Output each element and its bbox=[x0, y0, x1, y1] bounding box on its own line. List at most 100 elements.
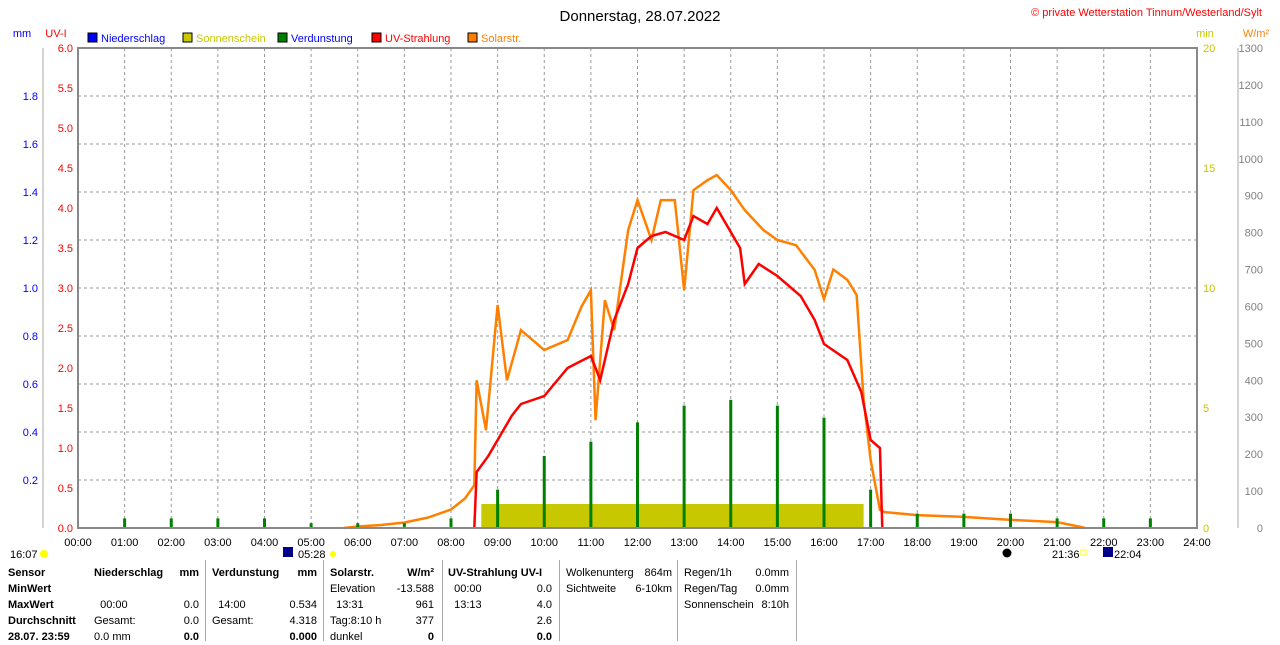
evaporation-bar bbox=[216, 518, 220, 528]
avg-label: Durchschnitt bbox=[8, 615, 76, 627]
v: 8:10h bbox=[761, 599, 789, 611]
legend: Niederschlag Sonnenschein Verdunstung UV-St… bbox=[87, 32, 521, 45]
solar-line bbox=[343, 173, 1086, 530]
evaporation-bar bbox=[962, 513, 966, 528]
uv-tick: 4.0 bbox=[58, 203, 73, 215]
legend-swatch bbox=[87, 32, 98, 43]
uv-tick: 1.0 bbox=[58, 443, 73, 455]
evaporation-bar bbox=[542, 456, 546, 528]
t: Gesamt: bbox=[94, 615, 136, 627]
v: 0.0mm bbox=[755, 567, 789, 579]
x-tick-label: 00:00 bbox=[64, 537, 92, 549]
t: Gesamt: bbox=[212, 615, 254, 627]
legend-label: Sonnenschein bbox=[196, 33, 266, 45]
v: 0.0mm bbox=[755, 583, 789, 595]
sun-icon bbox=[330, 551, 336, 557]
x-tick-label: 22:00 bbox=[1090, 537, 1118, 549]
v: 0.0 bbox=[536, 583, 552, 595]
wm2-tick: 700 bbox=[1245, 265, 1263, 277]
sunrise-icon bbox=[283, 547, 293, 557]
x-tick-label: 18:00 bbox=[903, 537, 931, 549]
evap-col: Verdunstung mm 14:00 0.534 Gesamt: 4.318 0.… bbox=[212, 565, 317, 645]
legend-swatch bbox=[277, 32, 288, 43]
evaporation-bar bbox=[263, 518, 266, 528]
mm-tick: 0.8 bbox=[23, 331, 38, 343]
evaporation-bar bbox=[356, 523, 360, 528]
wm2-unit: W/m² bbox=[1243, 28, 1270, 40]
moonrise-icon bbox=[1103, 547, 1113, 557]
evaporation-bar bbox=[822, 417, 826, 528]
x-tick-label: 05:00 bbox=[297, 537, 325, 549]
u: mm bbox=[297, 567, 317, 579]
x-tick-label: 13:00 bbox=[670, 537, 698, 549]
evaporation-bar bbox=[309, 523, 313, 528]
sunshine-area bbox=[481, 504, 864, 528]
x-tick-label: 21:00 bbox=[1043, 537, 1071, 549]
v: 4.0 bbox=[536, 599, 552, 611]
min-tick: 5 bbox=[1203, 403, 1209, 415]
wm2-tick: 800 bbox=[1245, 228, 1263, 240]
t: 00:00 bbox=[454, 583, 482, 595]
legend-label: Solarstr. bbox=[481, 33, 521, 45]
min-label: MinWert bbox=[8, 583, 52, 595]
uv-tick: 6.0 bbox=[58, 43, 73, 55]
t: Regen/1h bbox=[684, 567, 732, 579]
h: Sensor bbox=[8, 567, 46, 579]
uv-unit: UV-I bbox=[45, 28, 66, 40]
uv-col: UV-Strahlung UV-I 00:00 0.0 13:13 4.0 2.6 … bbox=[448, 565, 552, 645]
h: Niederschlag bbox=[94, 567, 164, 579]
evaporation-bar bbox=[449, 518, 453, 528]
v: 2.6 bbox=[536, 615, 552, 627]
plot-frame bbox=[77, 47, 1198, 529]
wm2-tick: 900 bbox=[1245, 191, 1263, 203]
x-tick-label: 07:00 bbox=[391, 537, 419, 549]
new-moon-icon bbox=[1002, 548, 1012, 558]
wm2-tick: 0 bbox=[1257, 523, 1263, 535]
moonset-time: 16:07 bbox=[10, 549, 38, 560]
wm2-tick: 300 bbox=[1245, 412, 1263, 424]
legend-swatch bbox=[467, 32, 478, 43]
x-tick-label: 12:00 bbox=[624, 537, 652, 549]
wm2-tick: 400 bbox=[1245, 375, 1263, 387]
evaporation-bar bbox=[775, 405, 779, 528]
wm2-tick: 1000 bbox=[1239, 154, 1263, 166]
v: 0.0 bbox=[183, 615, 199, 627]
t: 00:00 bbox=[100, 599, 128, 611]
v: 4.318 bbox=[289, 615, 317, 627]
x-tick-label: 16:00 bbox=[810, 537, 838, 549]
x-tick-label: 02:00 bbox=[157, 537, 185, 549]
mm-tick: 1.2 bbox=[23, 235, 38, 247]
t: Regen/Tag bbox=[684, 583, 738, 595]
u: mm bbox=[179, 567, 199, 579]
h: Solarstr. bbox=[330, 567, 375, 579]
evaporation-bar bbox=[682, 405, 686, 528]
h: UV-Strahlung UV-I bbox=[448, 567, 543, 579]
sunset-time: 21:36 bbox=[1052, 549, 1080, 560]
x-tick-label: 23:00 bbox=[1137, 537, 1165, 549]
wm2-tick: 1300 bbox=[1239, 43, 1263, 55]
min-tick: 0 bbox=[1203, 523, 1209, 535]
min-tick: 20 bbox=[1203, 43, 1215, 55]
min-tick: 10 bbox=[1203, 283, 1215, 295]
wm2-tick: 1100 bbox=[1239, 117, 1263, 129]
uv-tick: 5.0 bbox=[58, 123, 73, 135]
evaporation-bar bbox=[496, 489, 500, 528]
t: 13:31 bbox=[336, 599, 364, 611]
last-label: 28.07. 23:59 bbox=[8, 631, 70, 643]
v: 0 bbox=[427, 631, 434, 643]
evaporation-bar bbox=[869, 489, 873, 528]
u: W/m² bbox=[407, 567, 434, 579]
mm-tick: 1.4 bbox=[23, 187, 38, 199]
t: Sonnenschein bbox=[684, 599, 754, 611]
moonrise-time: 22:04 bbox=[1114, 549, 1142, 560]
legend-label: Verdunstung bbox=[291, 33, 353, 45]
cloud-col: Wolkenunterg 864m Sichtweite 6-10km bbox=[566, 565, 672, 597]
evaporation-bar bbox=[169, 518, 173, 528]
v: 0.000 bbox=[289, 631, 317, 643]
summary-col: Regen/1h 0.0mm Regen/Tag 0.0mm Sonnenschei… bbox=[684, 565, 789, 613]
v: 0.534 bbox=[289, 599, 317, 611]
mm-tick: 1.6 bbox=[23, 139, 38, 151]
t: Wolkenunterg bbox=[566, 567, 634, 579]
x-tick-label: 06:00 bbox=[344, 537, 372, 549]
evaporation-bar bbox=[636, 422, 639, 528]
